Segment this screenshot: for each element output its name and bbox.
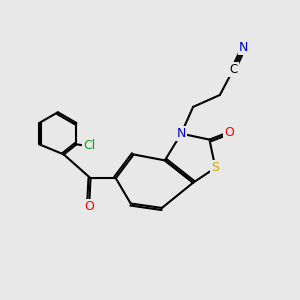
Text: Cl: Cl <box>84 139 96 152</box>
Text: O: O <box>224 126 234 139</box>
Text: N: N <box>176 127 186 140</box>
Text: O: O <box>84 200 94 213</box>
Text: S: S <box>212 161 219 174</box>
Text: C: C <box>229 63 237 76</box>
Text: N: N <box>239 41 248 54</box>
